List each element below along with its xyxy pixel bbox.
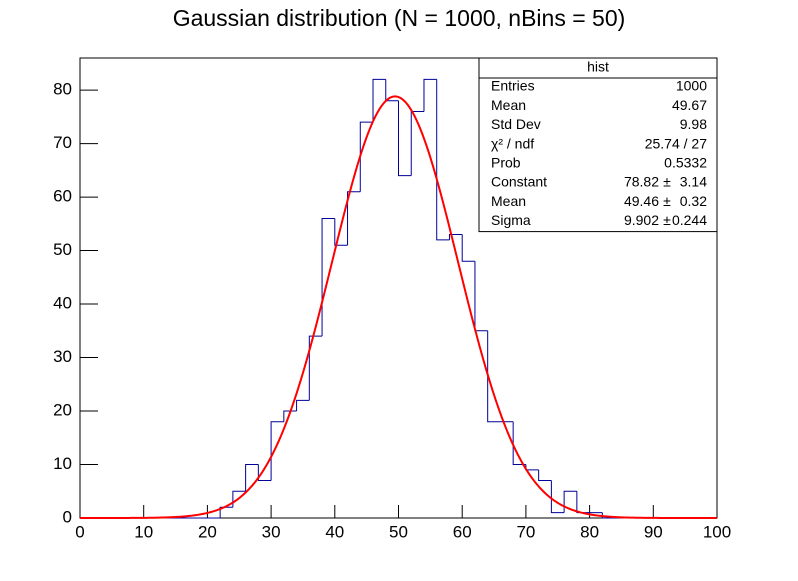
stats-error: 0.244 — [672, 212, 707, 228]
y-tick-label: 60 — [53, 187, 72, 206]
stats-label: Constant — [491, 174, 547, 190]
histogram-bin — [436, 79, 450, 241]
stats-label: Prob — [491, 155, 521, 171]
histogram-bin — [270, 421, 284, 481]
histogram-bin — [245, 464, 259, 492]
stats-value: 9.98 — [680, 116, 707, 132]
y-tick-label: 20 — [53, 401, 72, 420]
stats-value: 1000 — [676, 78, 707, 94]
stats-box — [478, 57, 718, 233]
histogram-bin — [347, 191, 361, 246]
x-tick-label: 60 — [453, 522, 472, 541]
x-tick-label: 70 — [516, 522, 535, 541]
stats-label: Entries — [491, 78, 535, 94]
histogram-bin — [550, 480, 565, 514]
y-tick-label: 70 — [53, 133, 72, 152]
stats-label: Sigma — [491, 212, 531, 228]
histogram-bin — [257, 464, 272, 482]
x-tick-label: 30 — [262, 522, 281, 541]
y-tick-label: 80 — [53, 80, 72, 99]
y-tick-label: 40 — [53, 294, 72, 313]
y-tick-label: 10 — [53, 454, 72, 473]
x-tick-label: 50 — [389, 522, 408, 541]
stats-value: 78.82 — [624, 174, 659, 190]
stats-label: χ² / ndf — [491, 135, 534, 151]
histogram-bin — [296, 399, 310, 412]
x-tick-label: 100 — [703, 522, 731, 541]
histogram-bin — [487, 330, 501, 423]
fit-curve — [80, 95, 717, 519]
stats-title: hist — [587, 59, 609, 75]
histogram-bin — [359, 121, 374, 192]
x-tick-label: 10 — [134, 522, 153, 541]
histogram-bin — [372, 78, 386, 123]
histogram-bin — [308, 335, 323, 401]
stats-label: Std Dev — [491, 116, 541, 132]
y-tick-label: 0 — [63, 507, 72, 526]
histogram-bin — [423, 78, 437, 112]
stats-value: 9.902 — [624, 212, 659, 228]
stats-plus-minus: ± — [663, 193, 671, 209]
y-tick-label: 30 — [53, 347, 72, 366]
x-tick-label: 20 — [198, 522, 217, 541]
histogram-bin — [601, 512, 616, 519]
stats-error: 0.32 — [680, 193, 707, 209]
stats-value: 25.74 / 27 — [645, 135, 707, 151]
stats-plus-minus: ± — [663, 174, 671, 190]
stats-error: 3.14 — [680, 174, 707, 190]
histogram-bin — [512, 421, 526, 466]
y-tick-label: 50 — [53, 240, 72, 259]
stats-value: 0.5332 — [664, 155, 707, 171]
histogram-bin — [321, 217, 335, 337]
histogram-bin — [448, 234, 463, 240]
stats-value: 49.46 — [624, 193, 659, 209]
chart-title: Gaussian distribution (N = 1000, nBins =… — [173, 5, 626, 31]
stats-label: Mean — [491, 193, 526, 209]
histogram-bin — [283, 410, 297, 422]
x-tick-label: 40 — [325, 522, 344, 541]
x-tick-label: 80 — [580, 522, 599, 541]
histogram-bin — [219, 506, 233, 518]
x-tick-label: 90 — [644, 522, 663, 541]
stats-label: Mean — [491, 97, 526, 113]
histogram-bin — [538, 469, 552, 482]
histogram-bin — [461, 234, 475, 262]
x-tick-label: 0 — [75, 522, 84, 541]
histogram-bin — [398, 100, 412, 177]
stats-plus-minus: ± — [663, 212, 671, 228]
histogram-bin — [334, 218, 348, 246]
stats-value: 49.67 — [672, 97, 707, 113]
